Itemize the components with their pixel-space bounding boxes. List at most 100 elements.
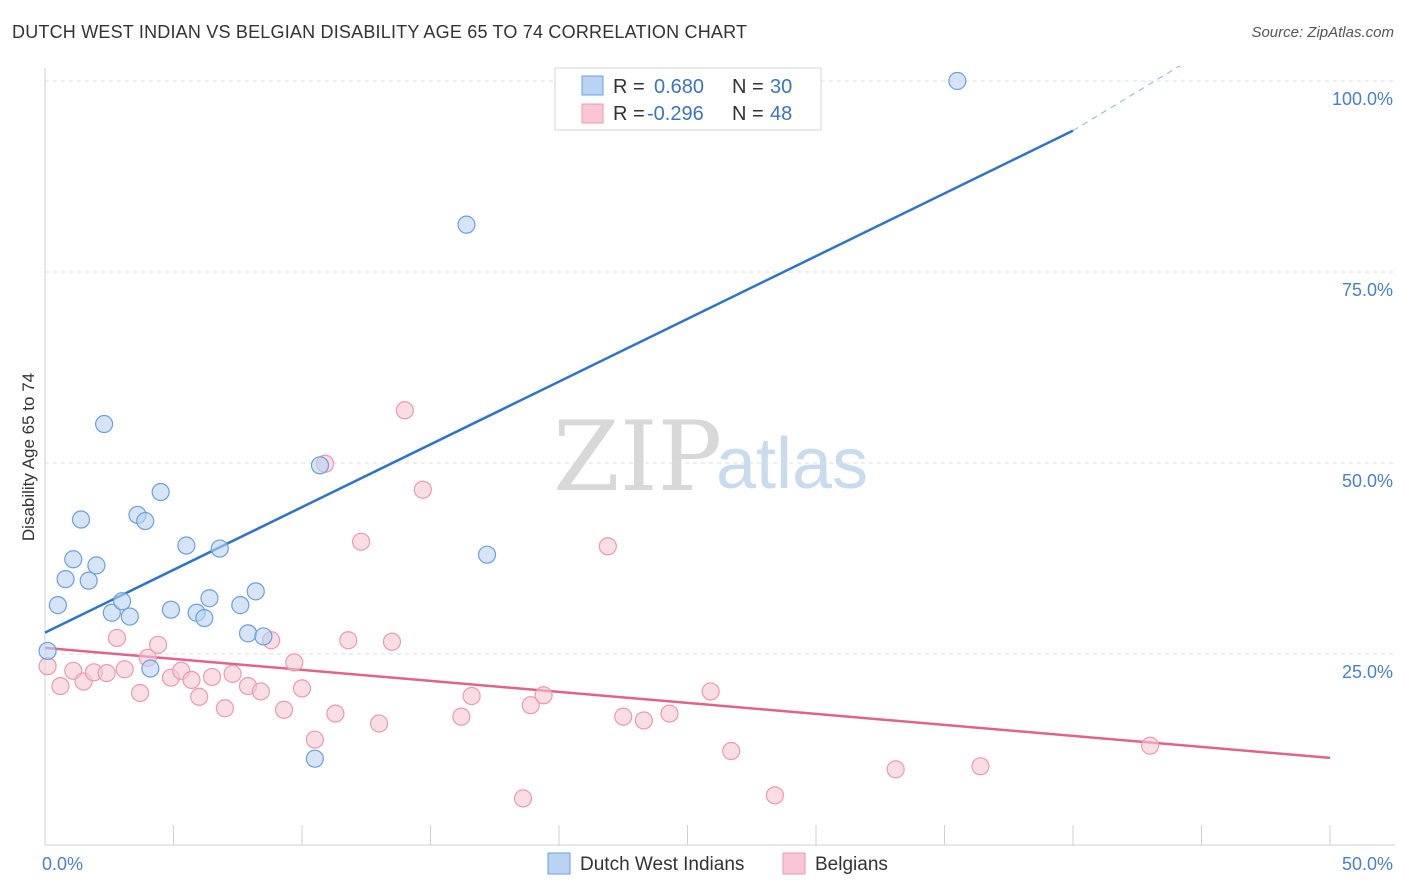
point-dutch-west-indians xyxy=(457,215,476,234)
point-belgians xyxy=(534,686,553,705)
watermark-zip: ZIP xyxy=(553,401,722,513)
legend-swatch-blue xyxy=(581,75,604,96)
top-legend: R = 0.680 N = 30 R = -0.296 N = 48 xyxy=(554,67,822,131)
point-dutch-west-indians xyxy=(210,539,229,558)
point-belgians xyxy=(115,660,134,679)
point-dutch-west-indians xyxy=(948,71,967,91)
point-dutch-west-indians xyxy=(48,596,67,615)
data-points xyxy=(38,71,1160,808)
point-dutch-west-indians xyxy=(56,570,75,589)
point-belgians xyxy=(339,631,358,650)
point-dutch-west-indians xyxy=(141,659,160,678)
point-belgians xyxy=(305,730,324,749)
point-dutch-west-indians xyxy=(254,627,273,646)
chart-title: DUTCH WEST INDIAN VS BELGIAN DISABILITY … xyxy=(12,22,748,42)
bottom-legend-label-belgians: Belgians xyxy=(815,854,888,875)
point-belgians xyxy=(352,532,371,551)
point-belgians xyxy=(148,635,168,654)
point-dutch-west-indians xyxy=(477,545,497,564)
legend-r-value: -0.296 xyxy=(647,103,704,125)
point-belgians xyxy=(462,686,481,706)
point-belgians xyxy=(722,741,741,761)
point-belgians xyxy=(370,714,389,733)
legend-n-value: 48 xyxy=(770,103,792,125)
point-dutch-west-indians xyxy=(87,556,106,575)
point-belgians xyxy=(886,760,905,779)
trend-line-belgians xyxy=(44,646,1331,760)
point-belgians xyxy=(765,786,784,805)
point-belgians xyxy=(38,657,57,676)
point-belgians xyxy=(1140,736,1160,755)
point-belgians xyxy=(660,704,679,723)
point-dutch-west-indians xyxy=(79,571,98,590)
point-dutch-west-indians xyxy=(246,582,265,601)
point-dutch-west-indians xyxy=(120,607,139,626)
point-belgians xyxy=(190,687,209,706)
legend-r-label: R = xyxy=(613,76,645,98)
x-tick-label: 50.0% xyxy=(1342,854,1393,874)
point-belgians xyxy=(51,676,70,696)
point-dutch-west-indians xyxy=(151,482,170,502)
point-belgians xyxy=(614,707,633,726)
point-belgians xyxy=(634,711,653,730)
y-tick-label: 25.0% xyxy=(1342,662,1393,682)
bottom-legend-swatch-pink xyxy=(782,852,806,875)
watermark-atlas: atlas xyxy=(716,424,868,504)
y-tick-label: 75.0% xyxy=(1342,280,1393,300)
point-dutch-west-indians xyxy=(238,624,258,643)
point-dutch-west-indians xyxy=(200,589,219,608)
axes xyxy=(44,68,1395,846)
point-belgians xyxy=(251,682,270,701)
y-axis-label: Disability Age 65 to 74 xyxy=(19,373,38,541)
trend-line-extension xyxy=(1072,65,1181,132)
point-belgians xyxy=(223,664,242,683)
grid-lines xyxy=(45,80,1395,655)
point-belgians xyxy=(395,401,414,420)
point-dutch-west-indians xyxy=(71,510,91,529)
bottom-legend-swatch-blue xyxy=(547,852,571,875)
point-dutch-west-indians xyxy=(102,603,121,622)
point-dutch-west-indians xyxy=(95,414,114,434)
point-belgians xyxy=(107,628,127,648)
point-belgians xyxy=(215,699,234,718)
bottom-legend-label-dutch-west-indians: Dutch West Indians xyxy=(580,854,744,875)
trend-line-dutch-west-indians xyxy=(44,129,1074,634)
bottom-legend: Dutch West Indians Belgians xyxy=(547,852,888,875)
point-belgians xyxy=(452,707,471,726)
point-dutch-west-indians xyxy=(195,608,214,628)
x-tick-labels: 0.0% 50.0% xyxy=(42,854,1393,874)
legend-n-label: N = xyxy=(732,76,764,98)
source-credit: Source: ZipAtlas.com xyxy=(1251,24,1394,41)
x-tick-label: 0.0% xyxy=(42,854,83,874)
point-dutch-west-indians xyxy=(38,641,57,661)
point-belgians xyxy=(701,682,720,701)
point-belgians xyxy=(382,632,402,651)
point-belgians xyxy=(182,670,201,690)
watermark: ZIP atlas xyxy=(553,401,868,513)
point-belgians xyxy=(413,480,432,499)
point-belgians xyxy=(598,537,617,556)
legend-n-value: 30 xyxy=(770,76,792,98)
point-belgians xyxy=(274,700,294,719)
y-tick-labels: 25.0% 50.0% 75.0% 100.0% xyxy=(1332,89,1393,682)
legend-swatch-pink xyxy=(581,103,604,124)
legend-r-value: 0.680 xyxy=(654,76,704,98)
point-belgians xyxy=(202,667,222,687)
y-tick-label: 100.0% xyxy=(1332,89,1393,109)
point-belgians xyxy=(326,704,345,723)
point-belgians xyxy=(971,757,990,776)
point-belgians xyxy=(521,696,540,715)
point-dutch-west-indians xyxy=(161,600,181,619)
point-dutch-west-indians xyxy=(136,511,155,531)
point-belgians xyxy=(292,679,312,698)
point-dutch-west-indians xyxy=(177,536,196,555)
legend-n-label: N = xyxy=(732,103,764,125)
legend-r-label: R = xyxy=(613,103,645,125)
point-dutch-west-indians xyxy=(310,456,330,475)
y-tick-label: 50.0% xyxy=(1342,471,1393,491)
point-belgians xyxy=(513,789,533,808)
point-dutch-west-indians xyxy=(231,596,250,615)
point-belgians xyxy=(97,663,116,683)
point-dutch-west-indians xyxy=(64,550,83,569)
